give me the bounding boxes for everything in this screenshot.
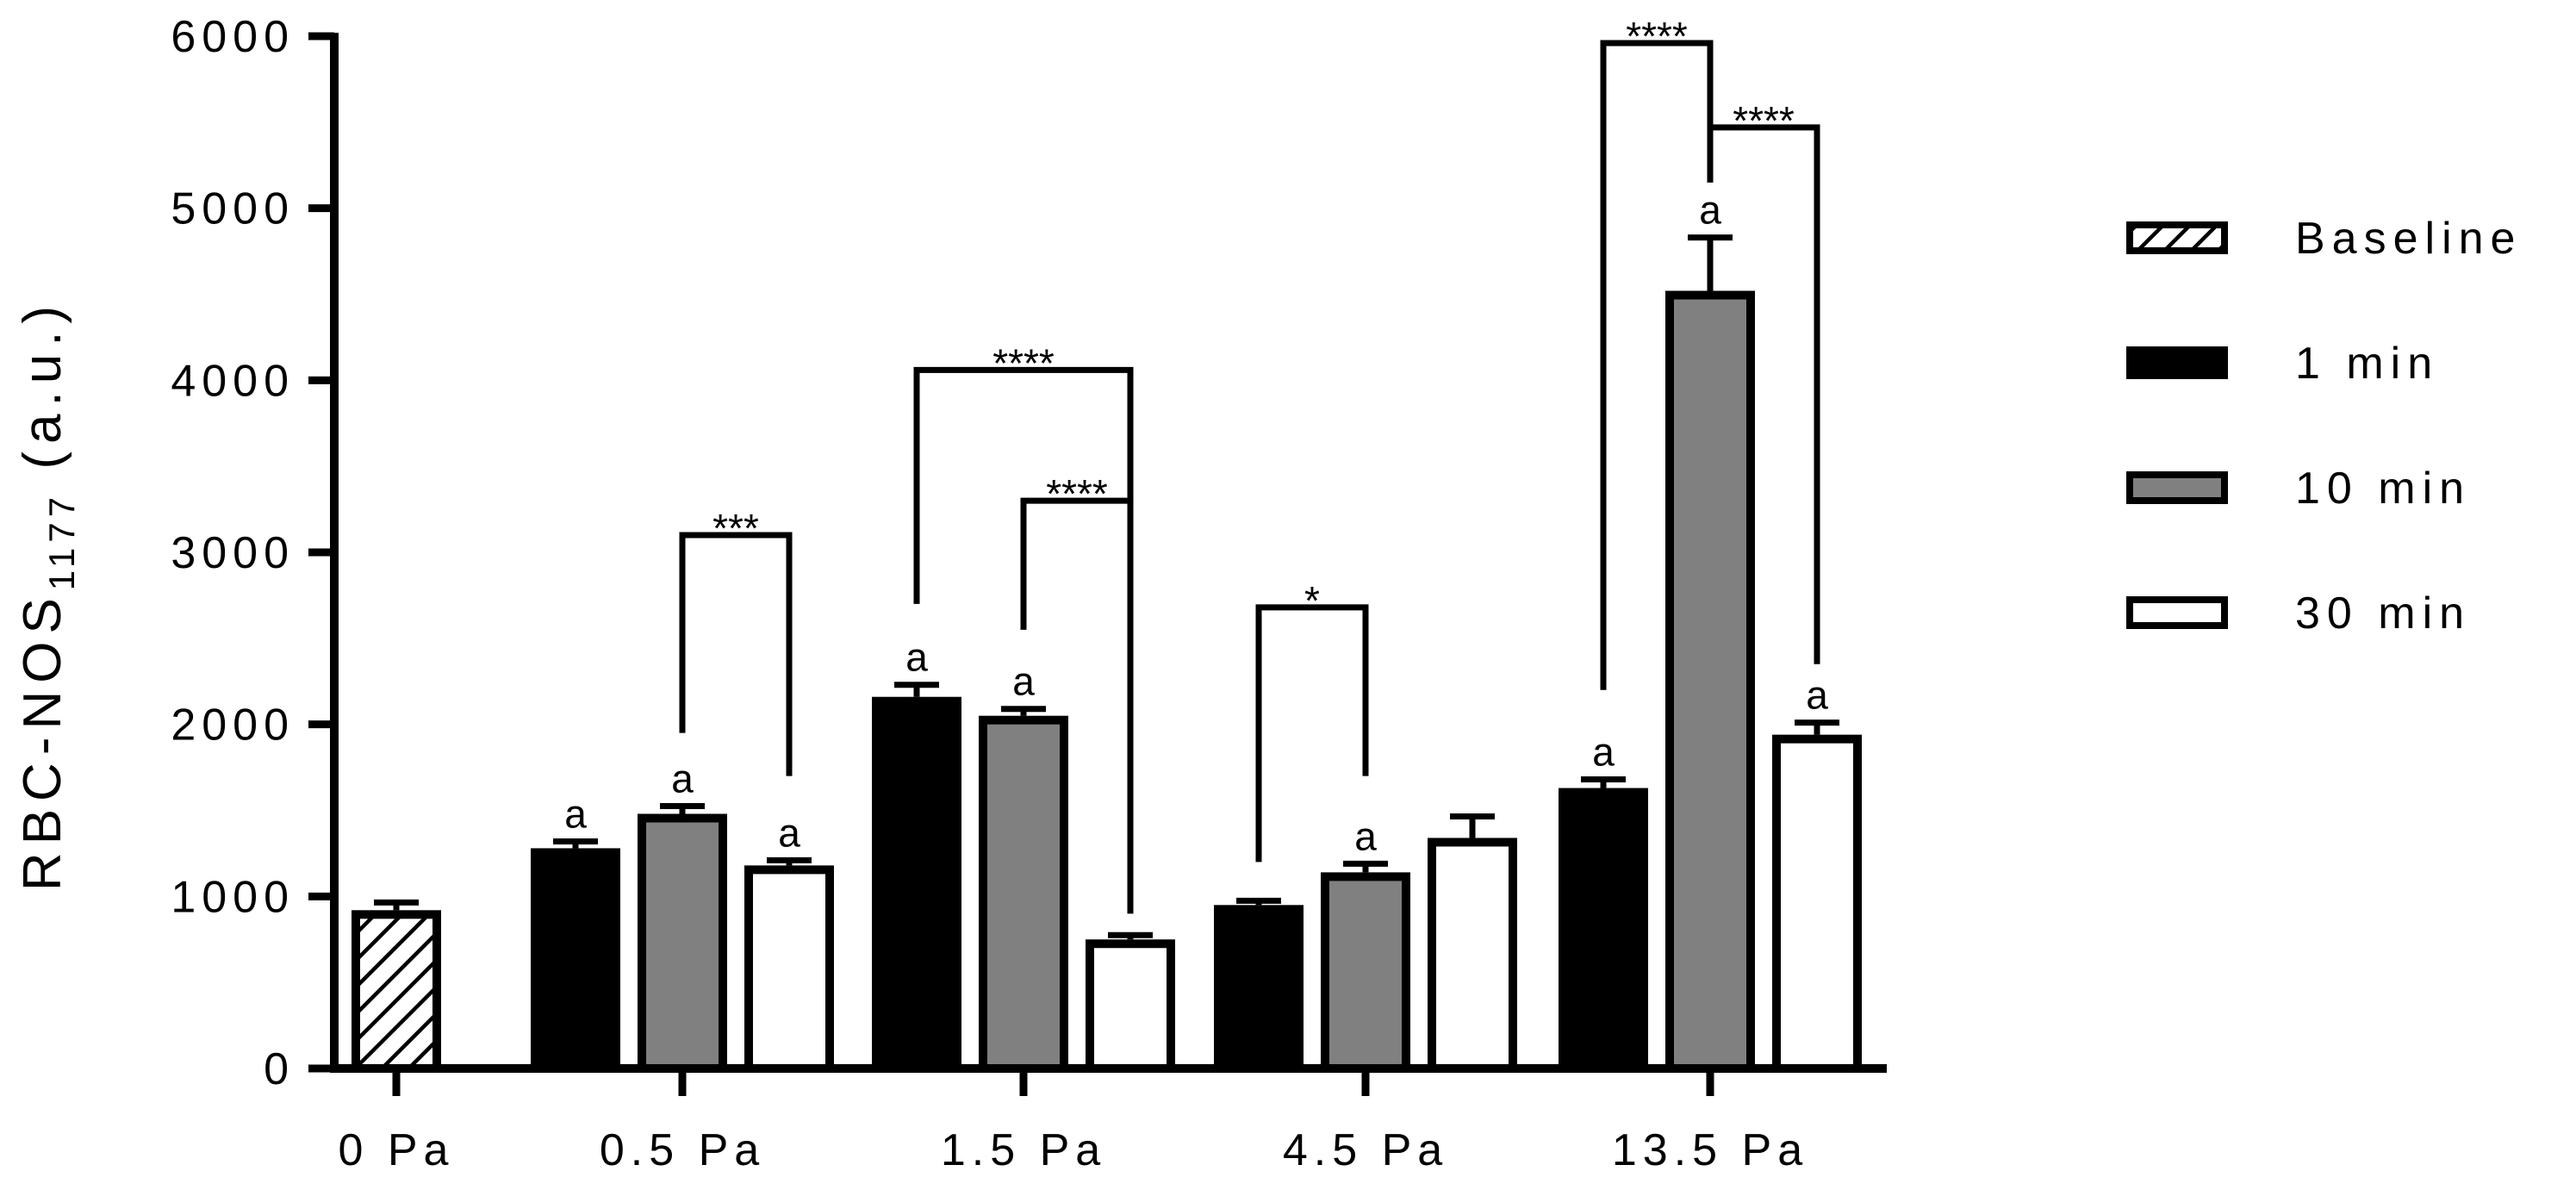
y-tick-label: 3000 <box>171 528 295 578</box>
axes-layer: 0 1000 2000 3000 4000 5000 6000 0 Pa 0.5 Pa 1.5 P… <box>171 12 1887 1175</box>
legend-label-baseline: Baseline <box>2295 214 2522 264</box>
bar-1-min-4_5-pa <box>1214 905 1304 1073</box>
legend-swatch-10-min <box>2126 471 2228 504</box>
annotations-layer: a a a a a a a a a <box>564 188 1828 859</box>
significance-layer: ******************** <box>679 14 1820 914</box>
bar-30-min-0_5-pa <box>744 865 834 1073</box>
annotation-label: a <box>1806 673 1828 718</box>
significance-bracket <box>679 532 793 776</box>
x-tick-label: 13.5 Pa <box>1612 1125 1808 1175</box>
bar-baseline-0-pa <box>352 910 441 1073</box>
y-axis-label: RBC-NOS <box>13 590 72 891</box>
y-tick-label: 4000 <box>171 356 295 406</box>
y-axis-title: RBC-NOS1177 (a.u.) <box>13 298 82 891</box>
x-tick-label: 0.5 Pa <box>600 1125 765 1175</box>
bar-30-min-1_5-pa <box>1086 939 1175 1073</box>
annotation-label: a <box>1699 188 1721 233</box>
significance-bracket <box>1600 40 1714 690</box>
error-bars-layer <box>374 234 1839 940</box>
annotation-label: a <box>1012 659 1035 704</box>
bars-layer <box>352 290 1862 1074</box>
legend-swatch-baseline <box>2126 221 2228 254</box>
significance-label: **** <box>1733 98 1795 143</box>
x-tick-label: 0 Pa <box>339 1125 455 1175</box>
y-axis-subscript: 1177 <box>41 492 82 590</box>
bar-1-min-13_5-pa <box>1559 788 1648 1073</box>
legend-label-10-min: 10 min <box>2295 464 2471 514</box>
legend: Baseline 1 min 10 min 30 min <box>2126 214 2522 638</box>
bar-10-min-4_5-pa <box>1321 872 1410 1073</box>
bar-10-min-1_5-pa <box>979 715 1068 1074</box>
legend-swatch-1-min <box>2126 346 2228 379</box>
significance-label: *** <box>712 506 759 551</box>
bar-10-min-13_5-pa <box>1665 290 1755 1073</box>
bar-10-min-0_5-pa <box>638 813 727 1073</box>
significance-label: * <box>1304 578 1320 623</box>
annotation-label: a <box>1354 813 1377 858</box>
annotation-label: a <box>905 635 928 680</box>
y-tick-label: 6000 <box>171 12 295 62</box>
y-axis-unit: (a.u.) <box>13 298 72 492</box>
bar-30-min-4_5-pa <box>1428 838 1517 1073</box>
significance-label: **** <box>1626 14 1688 59</box>
significance-bracket <box>1707 124 1820 664</box>
significance-label: **** <box>992 340 1055 385</box>
annotation-label: a <box>564 791 587 836</box>
x-tick-label: 1.5 Pa <box>941 1125 1106 1175</box>
bar-1-min-0_5-pa <box>531 848 620 1074</box>
bar-30-min-13_5-pa <box>1772 734 1862 1073</box>
y-tick-label: 2000 <box>171 701 295 751</box>
bar-1-min-1_5-pa <box>872 696 961 1073</box>
legend-swatch-30-min <box>2126 596 2228 629</box>
significance-label: **** <box>1046 471 1108 516</box>
y-tick-label: 1000 <box>171 872 295 922</box>
significance-bracket <box>1020 497 1134 914</box>
y-tick-label: 0 <box>264 1044 295 1094</box>
significance-bracket <box>1255 604 1369 863</box>
x-tick-label: 4.5 Pa <box>1283 1125 1448 1175</box>
legend-label-1-min: 1 min <box>2295 339 2439 389</box>
annotation-label: a <box>1592 730 1615 775</box>
y-tick-label: 5000 <box>171 184 295 234</box>
annotation-label: a <box>778 810 800 855</box>
svg-text:RBC-NOS1177 (a.u.): RBC-NOS1177 (a.u.) <box>13 298 82 891</box>
legend-label-30-min: 30 min <box>2295 589 2471 638</box>
annotation-label: a <box>671 757 694 801</box>
